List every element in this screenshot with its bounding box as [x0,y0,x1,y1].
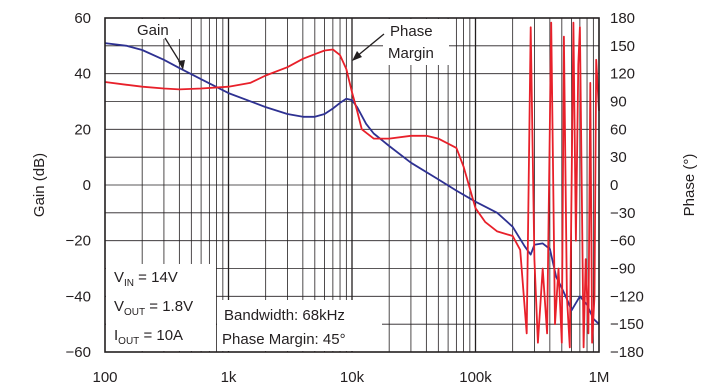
phase-label-box [383,19,449,65]
plot-border [104,17,600,353]
y2-tick-label: −30 [610,205,635,222]
y2-tick-label: 150 [610,38,635,55]
series-layer [104,21,600,349]
y2-tick-labels: 180 150 120 90 60 30 0 −30 −60 −90 −120 −150 −180 [610,10,644,361]
y2-tick-label: 90 [610,94,627,111]
phase-label-line2: Margin [388,45,434,62]
vout-label: VOUT = 1.8V [114,298,193,318]
y-tick-label: 20 [74,121,91,138]
y-tick-label: −60 [66,344,91,361]
grid-lines [105,18,599,352]
y2-axis-title: Phase (°) [681,154,698,217]
y-tick-labels: 60 40 20 0 −20 −40 −60 [66,10,91,361]
y2-tick-label: −120 [610,288,644,305]
x-tick-label: 1M [589,369,610,386]
phase-label-line1: Phase [390,23,433,40]
y2-tick-label: 60 [610,121,627,138]
x-tick-label: 1k [221,369,237,386]
bandwidth-box [217,300,382,351]
x-tick-label: 100k [459,369,492,386]
x-tick-label: 10k [340,369,365,386]
gain-leader-arrow [178,60,185,70]
y-tick-label: −40 [66,288,91,305]
y-tick-label: 60 [74,10,91,27]
phase-margin-label: Phase Margin: 45° [222,331,346,348]
y2-tick-label: −150 [610,316,644,333]
y2-tick-label: −60 [610,233,635,250]
x-tick-labels: 100 1k 10k 100k 1M [92,369,609,386]
phase-series-line [104,21,600,349]
y-axis-title: Gain (dB) [31,153,48,217]
gain-label: Gain [137,22,169,39]
y-tick-label: 40 [74,66,91,83]
y2-tick-label: −180 [610,344,644,361]
x-tick-label: 100 [92,369,117,386]
y2-tick-label: 30 [610,149,627,166]
gain-label-box [133,19,181,39]
vin-label: VIN = 14V [114,269,178,289]
y2-tick-label: 180 [610,10,635,27]
phase-leader-line [355,33,385,58]
conditions-box [106,264,216,351]
y2-tick-label: 120 [610,66,635,83]
bandwidth-label: Bandwidth: 68kHz [224,307,345,324]
y2-tick-label: 0 [610,177,618,194]
iout-label: IOUT = 10A [114,327,183,347]
y-tick-label: −20 [66,233,91,250]
phase-leader-arrow [352,51,362,61]
y-tick-label: 0 [83,177,91,194]
y2-tick-label: −90 [610,261,635,278]
